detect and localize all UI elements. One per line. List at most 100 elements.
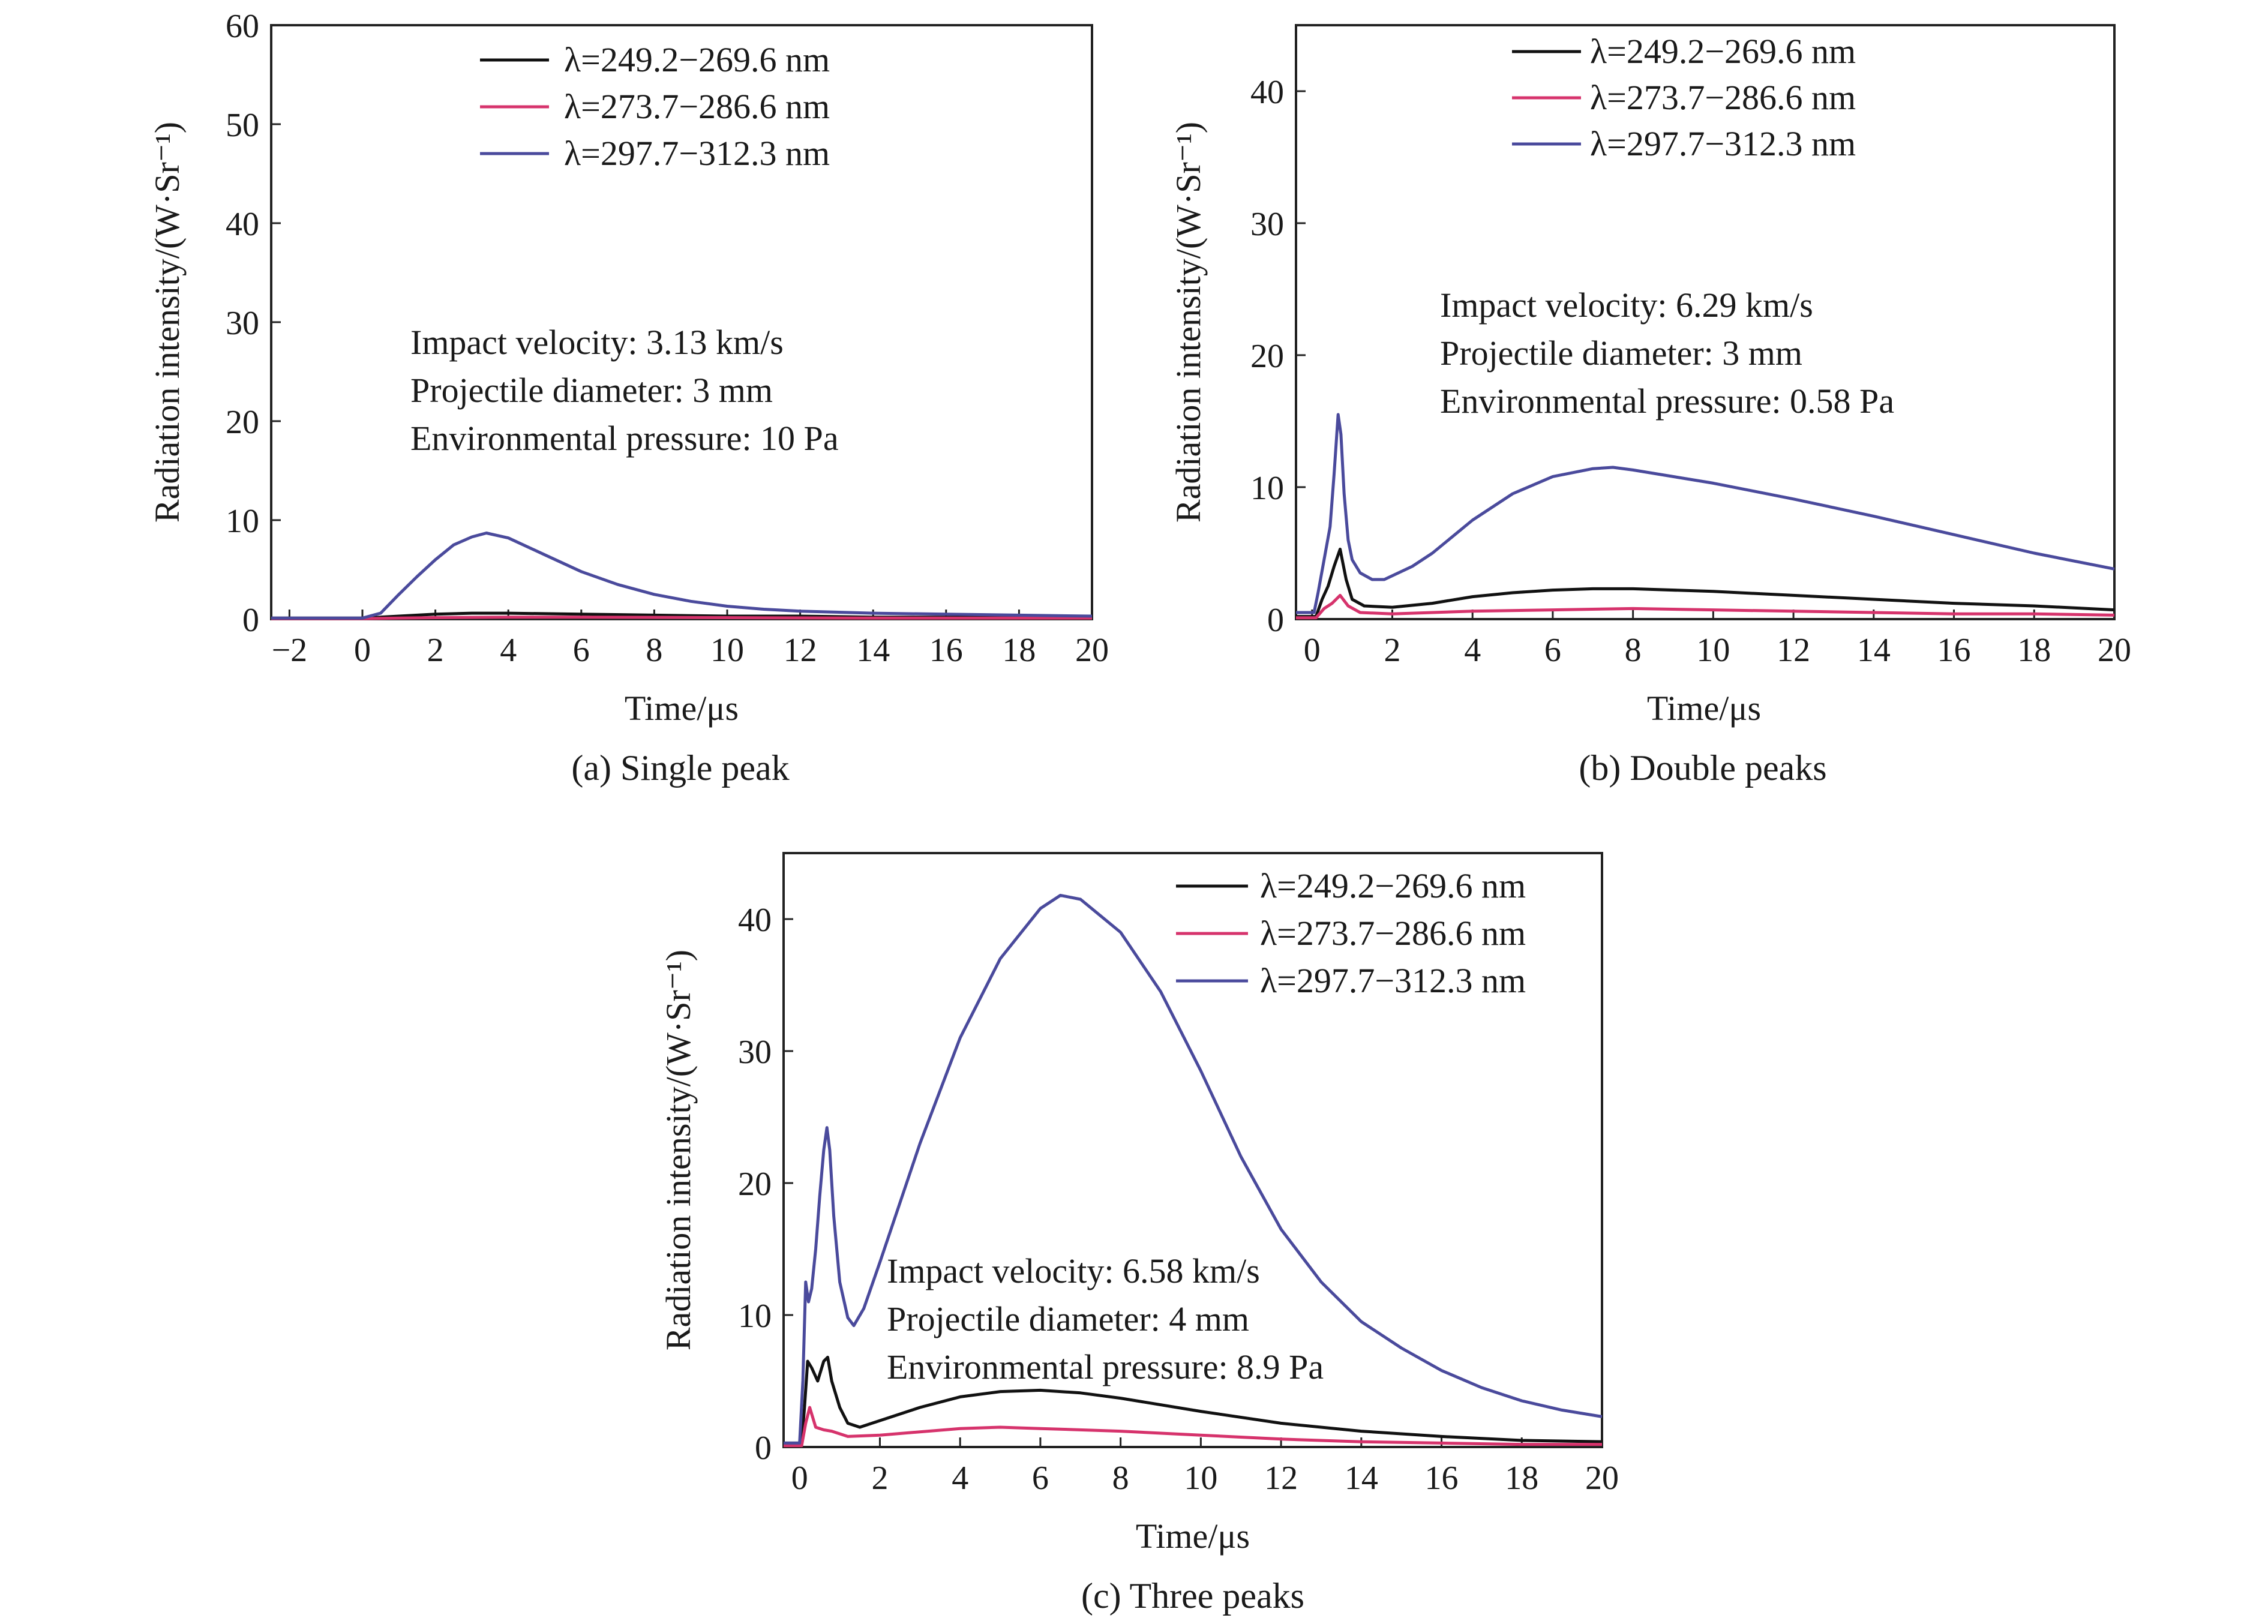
legend-b: λ=249.2−269.6 nm λ=273.7−286.6 nm λ=297.… bbox=[1512, 32, 1856, 163]
y-axis-label-c: Radiation intensity/(W·Sr⁻¹) bbox=[659, 950, 698, 1350]
y-tick-label-c-0: 0 bbox=[755, 1430, 772, 1467]
x-tick-label-a-7: 12 bbox=[784, 632, 817, 669]
x-tick-label-a-4: 6 bbox=[573, 632, 590, 669]
x-tick-label-c-7: 14 bbox=[1345, 1460, 1378, 1497]
annotation-c-pressure: Environmental pressure: 8.9 Pa bbox=[887, 1347, 1324, 1386]
legend-a: λ=249.2−269.6 nm λ=273.7−286.6 nm λ=297.… bbox=[480, 40, 830, 173]
legend-label-a-2: λ=297.7−312.3 nm bbox=[564, 134, 830, 173]
x-tick-label-a-9: 16 bbox=[929, 632, 963, 669]
legend-c: λ=249.2−269.6 nm λ=273.7−286.6 nm λ=297.… bbox=[1176, 866, 1526, 1000]
x-tick-label-b-10: 20 bbox=[2098, 632, 2131, 669]
y-tick-label-b-3: 30 bbox=[1250, 206, 1284, 243]
x-tick-label-c-0: 0 bbox=[791, 1460, 808, 1497]
series-a bbox=[271, 532, 1093, 620]
caption-b: (b) Double peaks bbox=[1579, 748, 1826, 788]
annotation-a-diameter: Projectile diameter: 3 mm bbox=[410, 371, 773, 410]
y-tick-label-a-6: 60 bbox=[226, 8, 259, 45]
legend-label-b-2: λ=297.7−312.3 nm bbox=[1590, 124, 1856, 163]
annotation-a-velocity: Impact velocity: 3.13 km/s bbox=[410, 323, 784, 362]
legend-label-b-0: λ=249.2−269.6 nm bbox=[1590, 32, 1856, 71]
y-tick-label-a-3: 30 bbox=[226, 305, 259, 342]
x-tick-label-c-2: 4 bbox=[952, 1460, 968, 1497]
panel-b: 0 2 4 6 8 10 12 14 16 18 20 0 10 20 30 40 λ=249.2−269.6… bbox=[1169, 24, 2131, 788]
y-tick-label-a-2: 20 bbox=[226, 404, 259, 441]
x-tick-label-a-2: 2 bbox=[427, 632, 444, 669]
y-tick-label-b-0: 0 bbox=[1267, 602, 1284, 639]
annotation-a: Impact velocity: 3.13 km/s Projectile di… bbox=[410, 323, 839, 458]
legend-label-a-0: λ=249.2−269.6 nm bbox=[564, 40, 830, 79]
x-tick-label-b-2: 4 bbox=[1464, 632, 1481, 669]
x-tick-label-c-5: 10 bbox=[1184, 1460, 1217, 1497]
y-tick-label-a-4: 40 bbox=[226, 206, 259, 243]
annotation-b-velocity: Impact velocity: 6.29 km/s bbox=[1440, 286, 1813, 325]
x-tick-label-c-3: 6 bbox=[1032, 1460, 1049, 1497]
annotation-c: Impact velocity: 6.58 km/s Projectile di… bbox=[887, 1251, 1324, 1386]
y-tick-label-a-1: 10 bbox=[226, 503, 259, 540]
x-tick-label-b-5: 10 bbox=[1696, 632, 1730, 669]
x-tick-label-b-1: 2 bbox=[1384, 632, 1400, 669]
series-c bbox=[784, 893, 1603, 1448]
legend-label-c-2: λ=297.7−312.3 nm bbox=[1260, 961, 1526, 1000]
y-axis-label-a: Radiation intensity/(W·Sr⁻¹) bbox=[148, 122, 187, 523]
x-tick-label-b-9: 18 bbox=[2017, 632, 2051, 669]
annotation-b-diameter: Projectile diameter: 3 mm bbox=[1440, 334, 1802, 373]
ticks-a: −2 0 2 4 6 8 10 12 14 16 18 20 0 10 20 30 40 50 60 bbox=[226, 8, 1109, 669]
y-tick-label-b-2: 20 bbox=[1250, 338, 1284, 375]
x-tick-label-a-1: 0 bbox=[354, 632, 371, 669]
annotation-c-diameter: Projectile diameter: 4 mm bbox=[887, 1299, 1249, 1338]
y-tick-label-a-5: 50 bbox=[226, 107, 259, 144]
x-tick-label-b-7: 14 bbox=[1857, 632, 1891, 669]
legend-label-c-0: λ=249.2−269.6 nm bbox=[1260, 866, 1526, 905]
y-tick-label-b-1: 10 bbox=[1250, 470, 1284, 507]
legend-label-a-1: λ=273.7−286.6 nm bbox=[564, 87, 830, 126]
x-tick-label-b-6: 12 bbox=[1777, 632, 1810, 669]
x-tick-label-b-3: 6 bbox=[1544, 632, 1561, 669]
y-axis-label-b: Radiation intensity/(W·Sr⁻¹) bbox=[1169, 122, 1208, 523]
legend-label-c-1: λ=273.7−286.6 nm bbox=[1260, 914, 1526, 953]
x-tick-label-a-3: 4 bbox=[500, 632, 517, 669]
y-tick-label-c-3: 30 bbox=[738, 1034, 772, 1071]
x-axis-label-a: Time/μs bbox=[625, 689, 739, 728]
ticks-c: 0 2 4 6 8 10 12 14 16 18 20 0 10 20 30 40 bbox=[738, 902, 1619, 1497]
series-line-c-2 bbox=[784, 893, 1603, 1445]
x-tick-label-b-4: 8 bbox=[1625, 632, 1642, 669]
x-tick-label-c-4: 8 bbox=[1112, 1460, 1129, 1497]
y-tick-label-a-0: 0 bbox=[242, 602, 259, 639]
annotation-b: Impact velocity: 6.29 km/s Projectile di… bbox=[1440, 286, 1894, 421]
x-tick-label-b-8: 16 bbox=[1937, 632, 1971, 669]
y-tick-label-c-4: 40 bbox=[738, 902, 772, 939]
x-tick-label-c-1: 2 bbox=[871, 1460, 888, 1497]
series-line-a-1 bbox=[271, 616, 1092, 620]
series-line-c-1 bbox=[784, 1406, 1602, 1448]
annotation-a-pressure: Environmental pressure: 10 Pa bbox=[410, 419, 839, 458]
series-line-b-1 bbox=[1296, 593, 2115, 620]
series-line-b-2 bbox=[1296, 413, 2115, 614]
annotation-b-pressure: Environmental pressure: 0.58 Pa bbox=[1440, 382, 1894, 421]
caption-a: (a) Single peak bbox=[571, 748, 789, 788]
x-axis-label-b: Time/μs bbox=[1647, 689, 1761, 728]
y-tick-label-c-1: 10 bbox=[738, 1298, 772, 1335]
series-line-c-0 bbox=[784, 1355, 1603, 1445]
series-line-b-0 bbox=[1296, 547, 2115, 619]
y-tick-label-b-4: 40 bbox=[1250, 74, 1284, 111]
annotation-c-velocity: Impact velocity: 6.58 km/s bbox=[887, 1251, 1260, 1290]
series-line-a-2 bbox=[271, 532, 1093, 620]
x-tick-label-c-8: 16 bbox=[1425, 1460, 1459, 1497]
x-tick-label-a-8: 14 bbox=[856, 632, 890, 669]
x-tick-label-a-0: −2 bbox=[272, 632, 308, 669]
x-tick-label-c-9: 18 bbox=[1505, 1460, 1538, 1497]
caption-c: (c) Three peaks bbox=[1081, 1576, 1304, 1616]
panel-c: 0 2 4 6 8 10 12 14 16 18 20 0 10 20 30 40 λ=249.2−269.6… bbox=[659, 852, 1619, 1616]
series-b bbox=[1296, 413, 2115, 620]
x-tick-label-a-6: 10 bbox=[710, 632, 744, 669]
y-tick-label-c-2: 20 bbox=[738, 1166, 772, 1203]
x-axis-label-c: Time/μs bbox=[1136, 1517, 1250, 1556]
x-tick-label-c-6: 12 bbox=[1264, 1460, 1298, 1497]
x-tick-label-c-10: 20 bbox=[1585, 1460, 1619, 1497]
plot-frame-c bbox=[782, 852, 1603, 1448]
x-tick-label-a-10: 18 bbox=[1002, 632, 1036, 669]
x-tick-label-a-11: 20 bbox=[1075, 632, 1109, 669]
x-tick-label-b-0: 0 bbox=[1304, 632, 1321, 669]
x-tick-label-a-5: 8 bbox=[646, 632, 662, 669]
